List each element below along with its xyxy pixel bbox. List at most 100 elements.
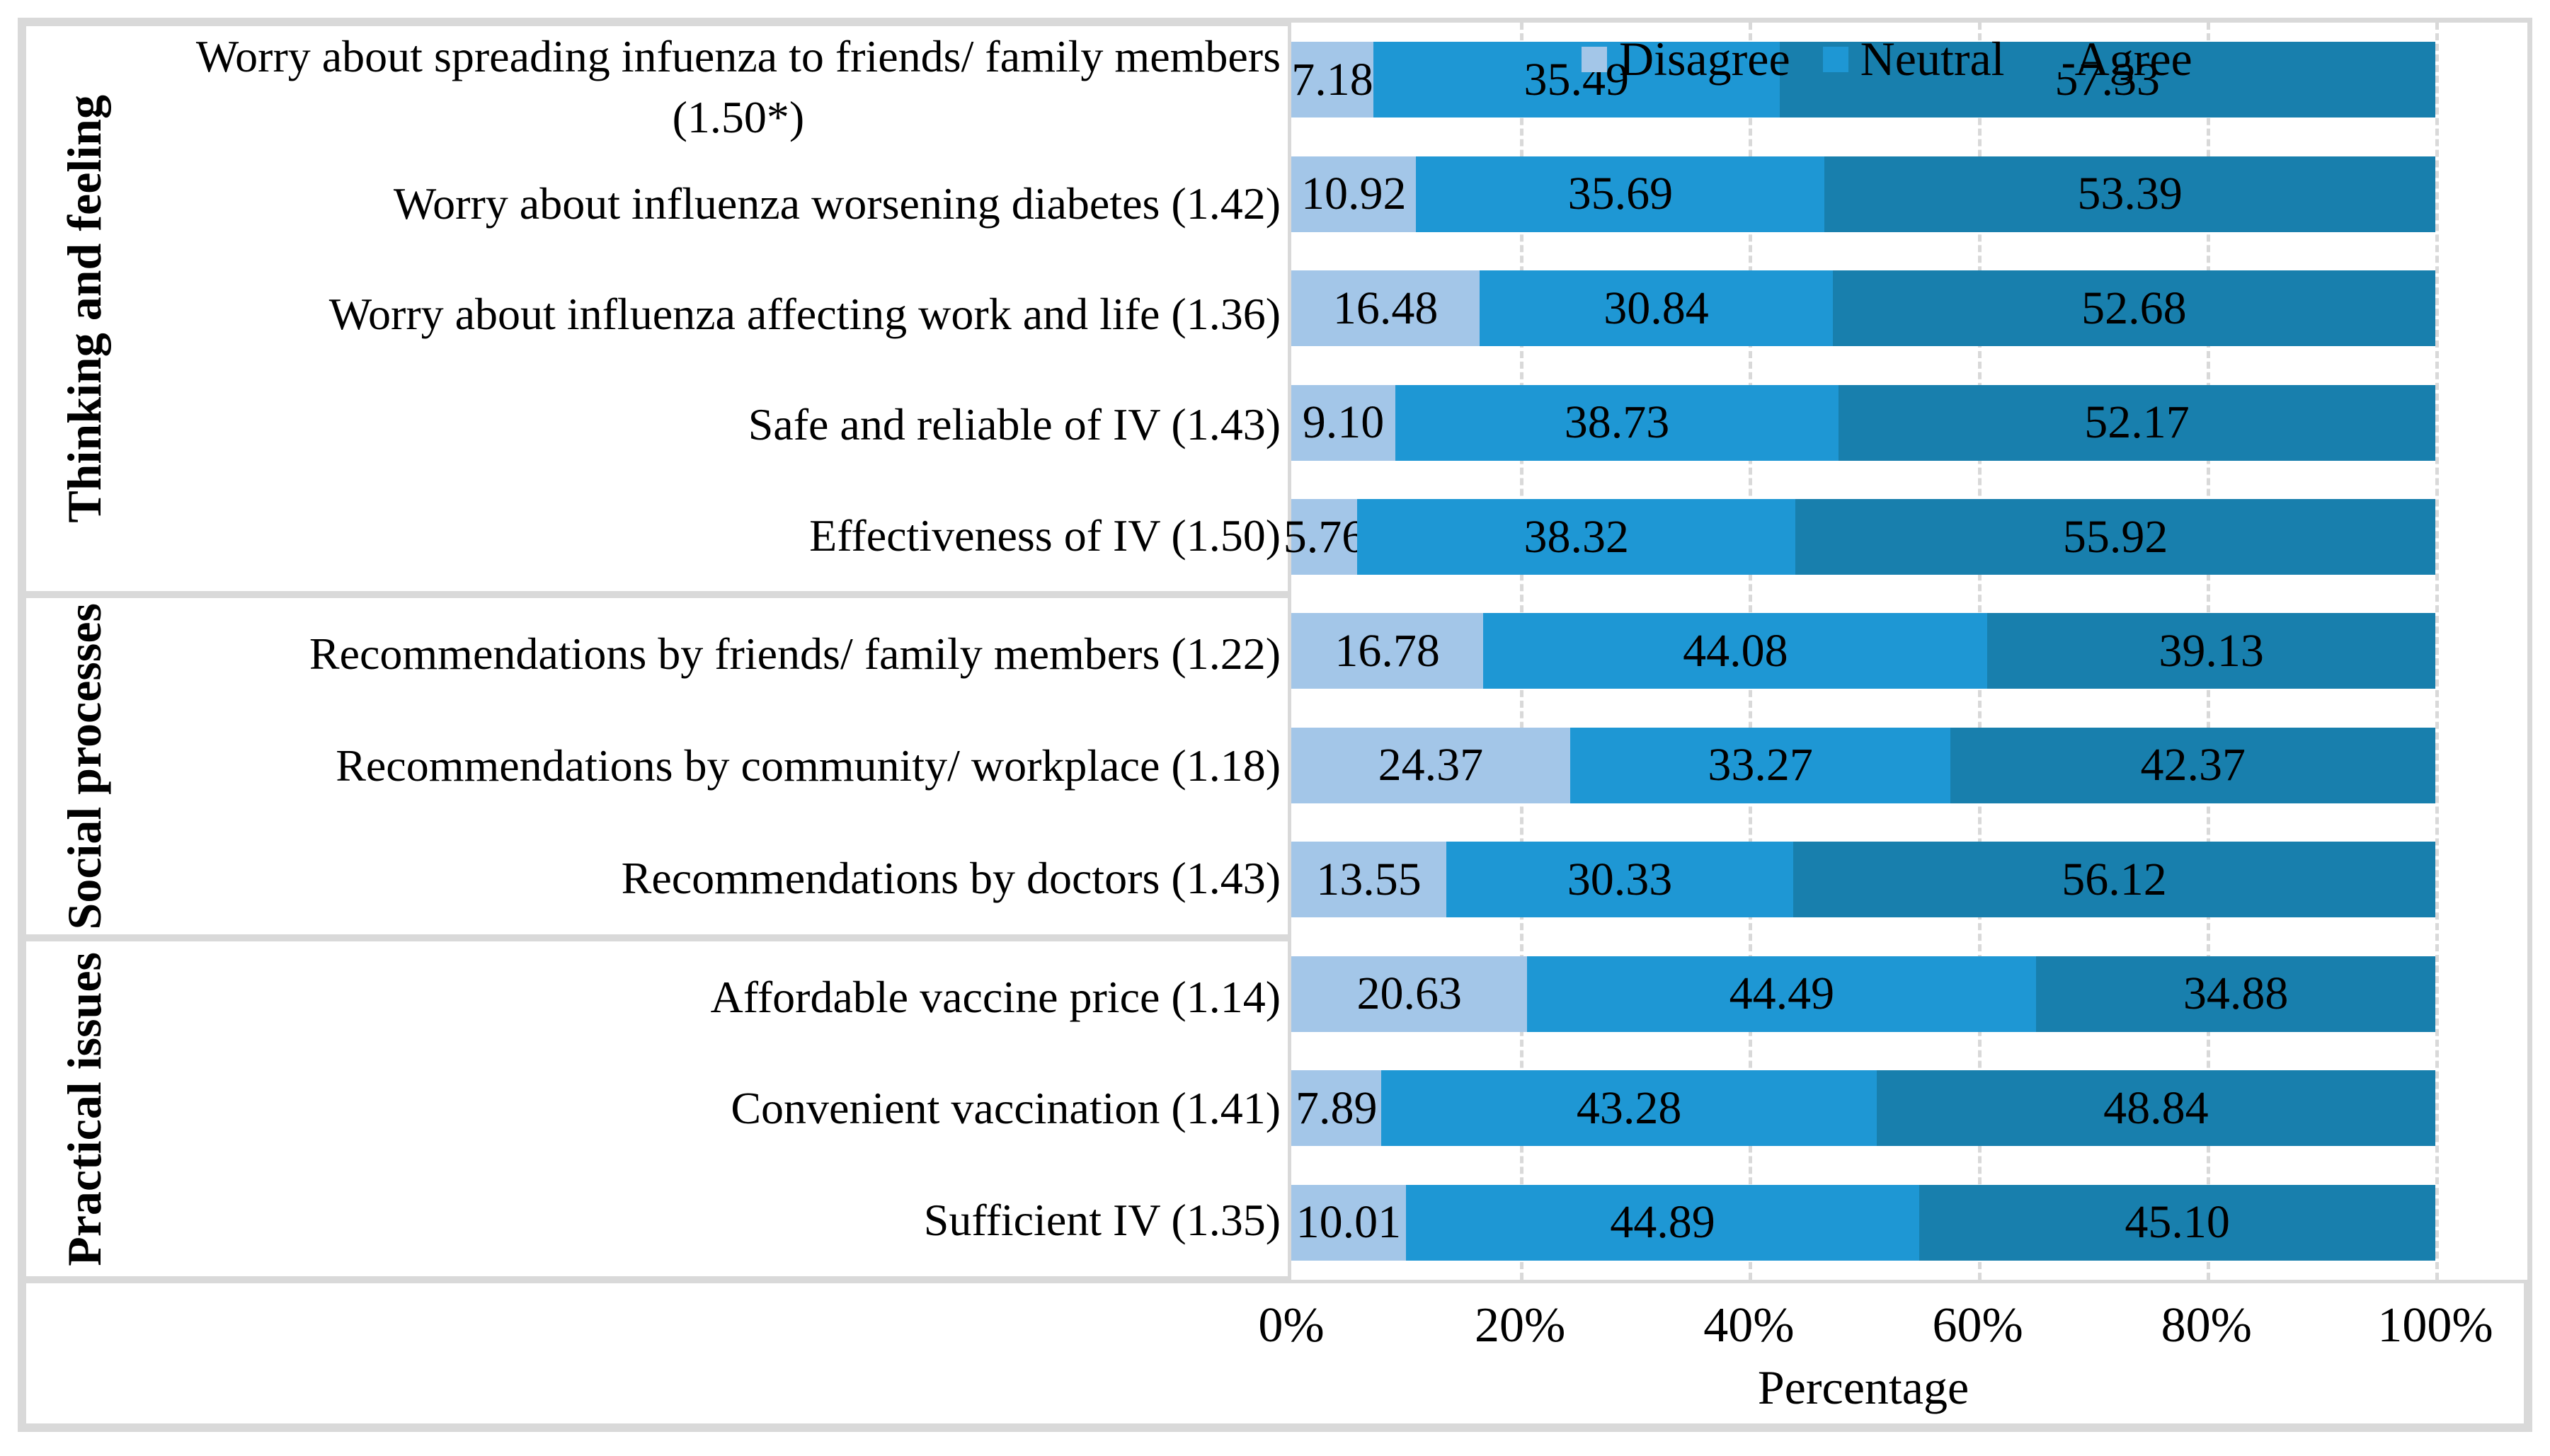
- bar-row: 9.10 38.73 52.17: [1291, 365, 2435, 479]
- bar-segment-neutral: 30.84: [1480, 270, 1833, 347]
- bar-segment-disagree: 7.89: [1291, 1070, 1382, 1147]
- stacked-bar: 24.37 33.27 42.37: [1291, 727, 2435, 803]
- category-group-label: Practical issues: [57, 951, 111, 1266]
- bar-row: 20.63 44.49 34.88: [1291, 937, 2435, 1051]
- bar-row: 16.48 30.84 52.68: [1291, 251, 2435, 365]
- bar-segment-neutral: 35.49: [1373, 42, 1780, 118]
- category-group-box: Thinking and feeling Worry about spreadin…: [23, 23, 1291, 595]
- stacked-bar: 20.63 44.49 34.88: [1291, 956, 2435, 1032]
- gridline: [2435, 23, 2439, 1280]
- x-axis-tick: 80%: [2161, 1298, 2252, 1353]
- row-label-text: Convenient vaccination (1.41): [731, 1083, 1281, 1134]
- bar-segment-neutral: 44.08: [1483, 613, 1988, 689]
- bar-segment-agree: 34.88: [2036, 956, 2435, 1032]
- x-axis-tick: 0%: [1258, 1298, 1325, 1353]
- category-group-box: Social processes Recommendations by frien…: [23, 595, 1291, 938]
- x-axis-title: Percentage: [1757, 1360, 1969, 1414]
- bar-segment-agree: 45.10: [1919, 1184, 2435, 1261]
- row-label: Recommendations by doctors (1.43): [143, 822, 1281, 934]
- row-label: Convenient vaccination (1.41): [143, 1053, 1281, 1165]
- stacked-bar: 5.76 38.32 55.92: [1283, 499, 2435, 575]
- legend-swatch-neutral: [1822, 46, 1848, 72]
- row-label-text: Worry about influenza worsening diabetes…: [393, 178, 1281, 229]
- chart-layout: Thinking and feeling Worry about spreadin…: [23, 23, 2527, 1427]
- category-group-label-wrap: Practical issues: [26, 941, 143, 1276]
- plot-track: 7.18 35.49 57.33 10.92 35.69 53.39 16.48 30.84 5…: [1283, 23, 2439, 1280]
- bar-segment-neutral: 35.69: [1416, 156, 1825, 232]
- row-label-text: Effectiveness of IV (1.50): [809, 510, 1281, 561]
- x-axis-tick: 40%: [1703, 1298, 1795, 1353]
- legend-label: Agree: [2074, 32, 2192, 86]
- bar-row: 5.76 38.32 55.92: [1283, 480, 2435, 594]
- bar-segment-disagree: 24.37: [1291, 727, 1570, 803]
- row-label-text: Safe and reliable of IV (1.43): [748, 399, 1281, 450]
- x-axis-track: Percentage 0% 20% 40% 60% 80% 100%: [1258, 1283, 2493, 1423]
- bar-segment-agree: 42.37: [1950, 727, 2435, 803]
- category-group-label-wrap: Thinking and feeling: [26, 26, 143, 591]
- row-label: Worry about spreading infuenza to friend…: [143, 26, 1281, 149]
- stacked-bar: 10.01 44.89 45.10: [1291, 1184, 2435, 1261]
- bar-row: 7.89 43.28 48.84: [1291, 1051, 2435, 1165]
- bar-segment-disagree: 7.18: [1291, 42, 1374, 118]
- legend-swatch-agree: [2037, 46, 2063, 72]
- bar-segment-neutral: 38.73: [1395, 384, 1839, 461]
- legend: Disagree Neutral Agree: [1582, 31, 2192, 87]
- category-group-label: Social processes: [57, 602, 111, 930]
- legend-label: Disagree: [1619, 32, 1790, 86]
- legend-item-agree: Agree: [2037, 31, 2192, 87]
- row-labels-column: Worry about spreading infuenza to friend…: [143, 26, 1288, 591]
- stacked-bar: 16.48 30.84 52.68: [1291, 270, 2435, 347]
- row-label: Worry about influenza worsening diabetes…: [143, 149, 1281, 259]
- bar-segment-disagree: 5.76: [1283, 499, 1365, 575]
- bar-row: 24.37 33.27 42.37: [1291, 709, 2435, 822]
- row-label-text: Sufficient IV (1.35): [923, 1194, 1281, 1245]
- row-label: Affordable vaccine price (1.14): [143, 941, 1281, 1053]
- row-label-text: Worry about spreading infuenza to friend…: [195, 31, 1281, 143]
- x-axis-strip: Percentage 0% 20% 40% 60% 80% 100%: [23, 1280, 2527, 1427]
- row-label: Worry about influenza affecting work and…: [143, 259, 1281, 369]
- bar-row: 7.18 35.49 57.33: [1291, 23, 2435, 137]
- plot-area: 7.18 35.49 57.33 10.92 35.69 53.39 16.48 30.84 5…: [1283, 23, 2527, 1280]
- stacked-bar: 7.89 43.28 48.84: [1291, 1070, 2435, 1147]
- bar-segment-disagree: 10.92: [1291, 156, 1417, 232]
- bar-segment-neutral: 38.32: [1357, 499, 1796, 575]
- row-label-text: Recommendations by friends/ family membe…: [309, 628, 1281, 679]
- row-label-text: Worry about influenza affecting work and…: [328, 289, 1281, 340]
- bar-segment-neutral: 44.49: [1527, 956, 2037, 1032]
- row-label-text: Recommendations by community/ workplace …: [336, 740, 1281, 791]
- legend-label: Neutral: [1860, 32, 2005, 86]
- bar-segment-agree: 52.68: [1832, 270, 2435, 347]
- bars-container: 7.18 35.49 57.33 10.92 35.69 53.39 16.48 30.84 5…: [1283, 23, 2435, 1280]
- x-axis-tick: 20%: [1475, 1298, 1566, 1353]
- category-group-label: Thinking and feeling: [57, 94, 111, 523]
- bar-segment-neutral: 44.89: [1405, 1184, 1920, 1261]
- bar-row: 10.92 35.69 53.39: [1291, 137, 2435, 251]
- row-label: Recommendations by community/ workplace …: [143, 710, 1281, 822]
- legend-swatch-disagree: [1582, 46, 1607, 72]
- bar-row: 10.01 44.89 45.10: [1291, 1166, 2435, 1280]
- row-label: Recommendations by friends/ family membe…: [143, 598, 1281, 710]
- row-label: Effectiveness of IV (1.50): [143, 481, 1281, 591]
- bar-segment-neutral: 33.27: [1570, 727, 1951, 803]
- bar-segment-disagree: 16.78: [1291, 613, 1484, 689]
- bar-segment-neutral: 43.28: [1381, 1070, 1877, 1147]
- row-labels-column: Recommendations by friends/ family membe…: [143, 598, 1288, 934]
- bar-segment-agree: 53.39: [1824, 156, 2435, 232]
- bar-segment-agree: 55.92: [1795, 499, 2435, 575]
- bar-segment-disagree: 13.55: [1291, 842, 1446, 918]
- bar-row: 13.55 30.33 56.12: [1291, 822, 2435, 936]
- stacked-bar: 13.55 30.33 56.12: [1291, 842, 2435, 918]
- stacked-bar: 10.92 35.69 53.39: [1291, 156, 2435, 232]
- x-axis-tick: 60%: [1932, 1298, 2023, 1353]
- x-axis-tick: 100%: [2377, 1298, 2493, 1353]
- row-label: Safe and reliable of IV (1.43): [143, 369, 1281, 480]
- row-label-text: Affordable vaccine price (1.14): [710, 971, 1281, 1022]
- bar-segment-agree: 48.84: [1876, 1070, 2435, 1147]
- bar-row: 16.78 44.08 39.13: [1291, 594, 2435, 708]
- category-group-label-wrap: Social processes: [26, 598, 143, 934]
- legend-item-disagree: Disagree: [1582, 31, 1790, 87]
- bar-segment-disagree: 16.48: [1291, 270, 1480, 347]
- chart-figure: Thinking and feeling Worry about spreadin…: [18, 18, 2532, 1432]
- bar-segment-agree: 52.17: [1838, 384, 2435, 461]
- bar-segment-agree: 57.33: [1779, 42, 2435, 118]
